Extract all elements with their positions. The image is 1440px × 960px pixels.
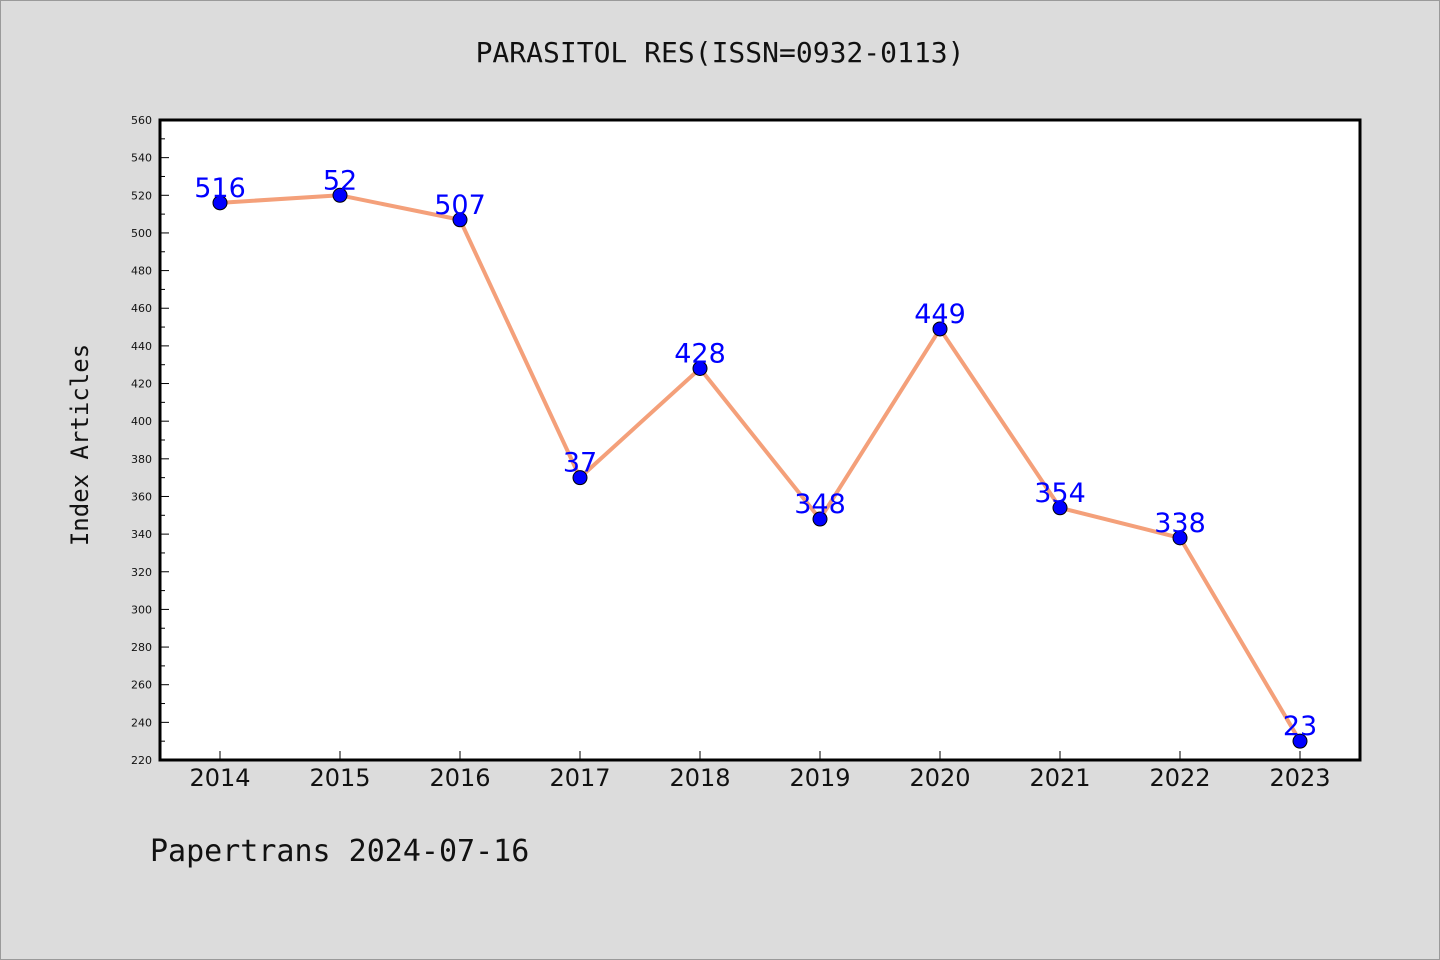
x-tick-label: 2022 — [1149, 764, 1210, 792]
data-label: 348 — [794, 489, 846, 520]
x-tick-label: 2015 — [309, 764, 370, 792]
y-tick-label: 400 — [131, 415, 152, 428]
x-tick-label: 2023 — [1269, 764, 1330, 792]
plot-area — [158, 118, 1362, 762]
y-tick-label: 220 — [131, 754, 152, 767]
y-tick-label: 480 — [131, 265, 152, 278]
y-tick-label: 440 — [131, 340, 152, 353]
y-tick-label: 360 — [131, 490, 152, 503]
data-label: 507 — [434, 190, 486, 221]
data-point — [1292, 733, 1308, 749]
data-label: 354 — [1034, 478, 1086, 509]
data-label: 52 — [323, 165, 357, 196]
y-tick-label: 540 — [131, 152, 152, 165]
data-point — [572, 470, 588, 486]
x-tick-label: 2017 — [549, 764, 610, 792]
data-label: 338 — [1154, 508, 1206, 539]
y-tick-label: 520 — [131, 189, 152, 202]
y-tick-label: 420 — [131, 378, 152, 391]
data-point — [692, 360, 708, 376]
data-point — [452, 212, 468, 228]
data-label: 449 — [914, 299, 966, 330]
x-tick-label: 2019 — [789, 764, 850, 792]
y-tick-label: 300 — [131, 603, 152, 616]
series-line — [219, 193, 1302, 743]
data-point — [1172, 530, 1188, 546]
data-point — [812, 511, 828, 527]
y-tick-label: 380 — [131, 453, 152, 466]
data-label: 37 — [563, 448, 597, 479]
data-point — [1052, 500, 1068, 516]
chart-title: PARASITOL RES(ISSN=0932-0113) — [475, 36, 965, 69]
data-point — [212, 195, 228, 211]
y-tick-label: 320 — [131, 566, 152, 579]
x-tick-label: 2014 — [189, 764, 250, 792]
x-tick-label: 2020 — [909, 764, 970, 792]
data-label: 428 — [674, 338, 726, 369]
y-tick-label: 260 — [131, 679, 152, 692]
y-tick-label: 500 — [131, 227, 152, 240]
data-label: 23 — [1283, 711, 1317, 742]
x-tick-label: 2021 — [1029, 764, 1090, 792]
y-tick-label: 240 — [131, 716, 152, 729]
y-tick-label: 460 — [131, 302, 152, 315]
x-tick-label: 2018 — [669, 764, 730, 792]
data-point — [332, 187, 348, 203]
footer-date-text: Papertrans 2024-07-16 — [150, 834, 530, 869]
y-tick-label: 340 — [131, 528, 152, 541]
x-tick-label: 2016 — [429, 764, 490, 792]
y-tick-label: 280 — [131, 641, 152, 654]
y-tick-label: 560 — [131, 114, 152, 127]
data-label: 516 — [194, 173, 246, 204]
data-point — [932, 321, 948, 337]
